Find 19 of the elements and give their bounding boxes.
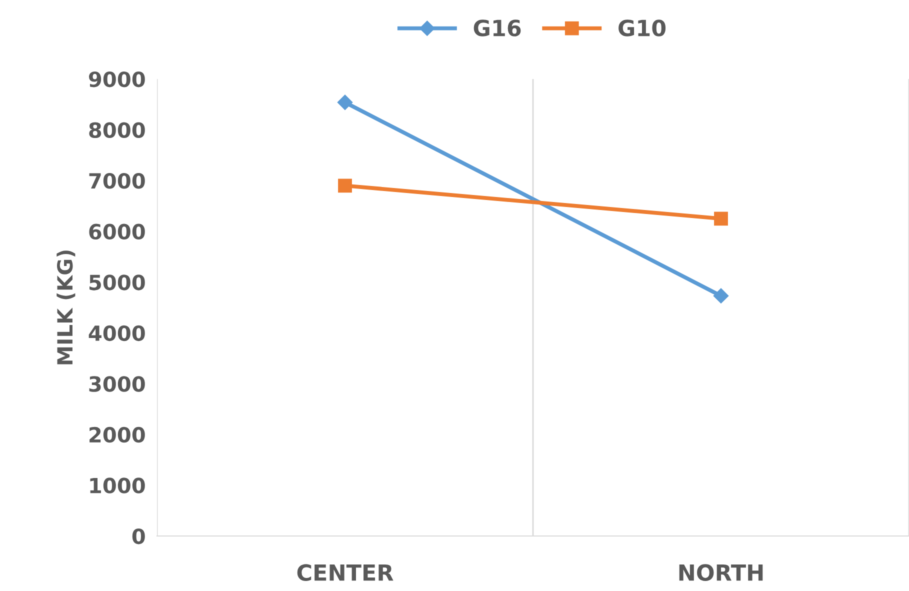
point	[338, 178, 352, 193]
y-tick-label: 8000	[89, 122, 145, 138]
y-axis-title: MILK (KG)	[56, 250, 76, 364]
y-tick-label: 1000	[90, 478, 145, 494]
y-tick-label: 3000	[89, 376, 145, 392]
point	[713, 288, 729, 304]
point	[337, 94, 353, 110]
x-tick-label: NORTH	[679, 564, 763, 581]
x-tick-label: CENTER	[297, 564, 394, 581]
y-tick-label: 7000	[89, 173, 145, 189]
y-tick-label: 5000	[90, 274, 145, 290]
legend-label: G10	[618, 20, 666, 36]
y-tick-label: 4000	[88, 325, 145, 342]
y-tick-label: 0	[132, 528, 145, 544]
legend-label: G16	[474, 20, 521, 36]
point	[714, 212, 728, 226]
y-tick-label: 6000	[89, 224, 145, 240]
y-tick-label: 2000	[90, 426, 145, 443]
y-tick-label: 9000	[88, 71, 145, 88]
